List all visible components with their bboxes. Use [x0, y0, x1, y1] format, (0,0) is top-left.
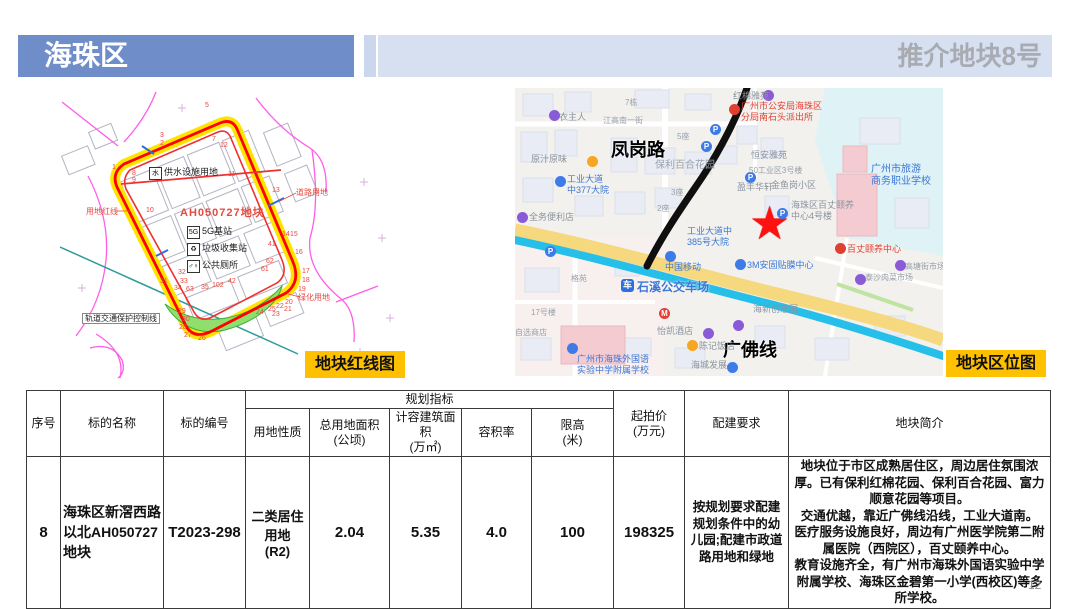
- cell-requirements: 按规划要求配建规划条件中的幼儿园;配建市政道路用地和绿地: [684, 456, 790, 609]
- col-header-name: 标的名称: [60, 390, 164, 457]
- map-label: 保利百合花园: [655, 160, 715, 171]
- map-label: 红棉雅苑: [733, 91, 770, 101]
- label-leader-lines: [116, 192, 301, 298]
- map-label: 江高南一街: [603, 116, 643, 125]
- col-header-requirements: 配建要求: [684, 390, 790, 457]
- map-label: 泰沙肉菜市场: [865, 273, 913, 282]
- district-title-bar: 海珠区: [18, 35, 354, 77]
- cell-price: 198325: [613, 456, 686, 609]
- map-label: 原汁原味: [531, 154, 568, 164]
- cell-land-area: 2.04: [309, 456, 390, 609]
- road-label-guangfo: 广佛线: [723, 340, 777, 360]
- toilet-icon: ♂♀: [187, 260, 200, 273]
- map-label: 中国移动: [665, 262, 702, 272]
- map-label: 工业大道中 385号大院: [687, 226, 733, 247]
- green-roadside-strip: [836, 282, 914, 312]
- green-area: [164, 284, 283, 333]
- map-label: 广州市海珠外国语 实验中学附属学校: [577, 354, 650, 375]
- map-label: 供水设施用地: [164, 167, 219, 177]
- map-label: 石溪公交车场: [637, 280, 710, 294]
- district-title: 海珠区: [44, 40, 129, 71]
- col-header-height: 限高 (米): [530, 408, 615, 457]
- map-label: 绿化用地: [298, 293, 330, 302]
- map-label: 广州市旅游 商务职业学校: [871, 164, 931, 187]
- cell-far: 4.0: [461, 456, 532, 609]
- map-label: 垃圾收集站: [202, 243, 248, 253]
- rail-protection-line: [60, 246, 299, 355]
- redline-map-figure: 1 2 3 5 7 12 8 9 10 11 13 14 15 16 41 62 61 17 18 19 31 32 33 3…: [60, 90, 410, 380]
- map-label: 自选商店: [515, 328, 547, 337]
- page-number: 12: [1028, 578, 1042, 592]
- map-label: 广州市公安局海珠区 分局南石头派出所: [741, 101, 823, 122]
- col-header-land-use: 用地性质: [245, 408, 310, 457]
- plot-title: 推介地块8号: [897, 41, 1042, 71]
- cell-height: 100: [530, 456, 615, 609]
- map-label: 公共厕所: [202, 260, 239, 270]
- map-label: 海新创意园: [753, 304, 799, 314]
- yellow-road: [515, 223, 943, 347]
- cell-name: 海珠区新滘西路以北AH050727地块: [60, 456, 164, 609]
- map-label: 海城发展: [691, 360, 728, 370]
- road-label-fenggang: 凤岗路: [611, 140, 665, 160]
- map-label: 用地红线: [86, 207, 118, 216]
- col-header-price: 起拍价 (万元): [613, 390, 686, 457]
- map-label: 陈记饭店: [699, 341, 736, 351]
- location-map-caption: 地块区位图: [946, 350, 1047, 378]
- water-icon: 水: [149, 167, 162, 180]
- fenggang-road-line: [643, 88, 751, 270]
- parcel-boundary-outer: [113, 120, 298, 336]
- map-label: 怡凯酒店: [657, 326, 694, 336]
- map-label: 盈丰华轩: [737, 182, 774, 192]
- map-label: 工业大道 中377大院: [567, 174, 610, 195]
- map-label: 道路用地: [296, 188, 328, 197]
- guangfo-metro-line: [515, 236, 943, 360]
- map-label: 50工业区3号楼: [749, 166, 803, 175]
- map-label: 3M安固贴膜中心: [747, 260, 814, 270]
- map-label: 衣主人: [559, 112, 587, 122]
- map-label: 轨道交通保护控制线: [82, 313, 160, 325]
- cell-code: T2023-298: [163, 456, 246, 609]
- map-label: 恒安雅苑: [751, 150, 788, 160]
- map-label: 5座: [677, 132, 690, 141]
- map-label: AH050727地块: [180, 207, 265, 219]
- col-header-code: 标的编号: [163, 390, 246, 457]
- map-label: 全务便利店: [529, 212, 575, 222]
- col-header-planning: 规划指标: [244, 390, 615, 409]
- map-label: 2座: [657, 204, 670, 213]
- table-row: 8 海珠区新滘西路以北AH050727地块 T2023-298 二类居住 用地 …: [26, 456, 1052, 609]
- redline-map-caption: 地块红线图: [305, 351, 406, 379]
- header-divider-strip: [364, 35, 376, 77]
- plot-title-bar: 推介地块8号: [378, 35, 1052, 77]
- map-label: 17号楼: [531, 308, 556, 317]
- cell-land-use: 二类居住 用地 (R2): [245, 456, 310, 609]
- col-header-far: 容积率: [461, 408, 532, 457]
- cell-floor-area: 5.35: [389, 456, 462, 609]
- map-label: 海珠区百丈颐养 中心4号楼: [791, 200, 855, 221]
- col-header-intro: 地块简介: [788, 390, 1052, 457]
- col-header-no: 序号: [26, 390, 61, 457]
- parcel-subdivision-line: [120, 169, 282, 185]
- location-map-drawing: [515, 88, 943, 376]
- redline-map-drawing: [60, 91, 394, 379]
- map-label: 格苑: [571, 274, 587, 283]
- location-map-figure: ★ 车 P P P P P M 凤岗路 广佛线 保利百合花园 石溪公交车场 盈丰华轩 工业大道 中377…: [515, 88, 943, 376]
- plot-info-table: 序号 标的名称 标的编号 规划指标 起拍价 (万元) 配建要求 地块简介 用地性…: [26, 390, 1052, 609]
- map-label: 金鱼岗小区: [771, 180, 817, 190]
- trash-icon: ♻: [187, 243, 200, 256]
- cad-cross-ticks: [78, 104, 394, 356]
- 5g-icon: 5G: [187, 226, 200, 239]
- map-label: 3座: [671, 188, 684, 197]
- cell-no: 8: [26, 456, 61, 609]
- map-label: 5G基站: [202, 226, 233, 236]
- pink-buildings: [560, 145, 878, 365]
- map-label: 百丈颐养中心: [847, 244, 902, 254]
- col-header-floor-area: 计容建筑面积 (万㎡): [389, 408, 462, 457]
- map-label: 7栋: [625, 98, 638, 107]
- map-label: 高塘街市场: [905, 262, 943, 271]
- blue-tick-marks: [141, 145, 285, 257]
- col-header-land-area: 总用地面积 (公顷): [309, 408, 390, 457]
- cell-intro: 地块位于市区成熟居住区，周边居住氛围浓厚。已有保利红棉花园、保利百合花园、富力顺…: [788, 456, 1052, 609]
